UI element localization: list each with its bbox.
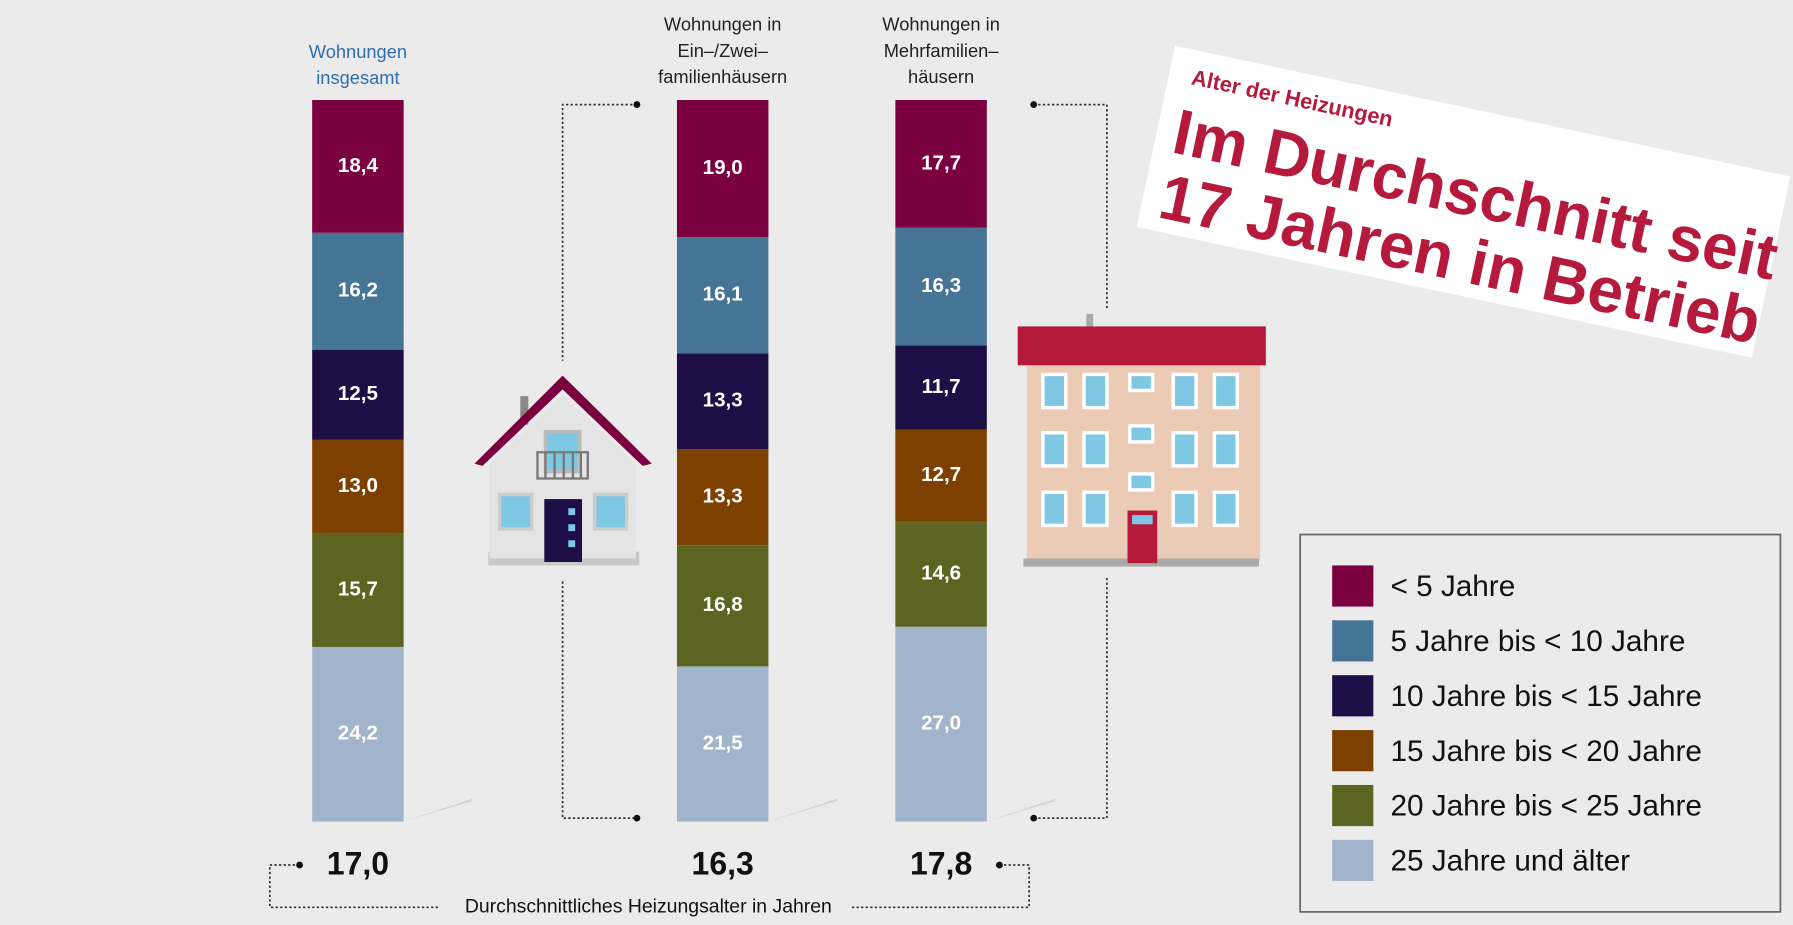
value-label: 13,3 [703,389,743,412]
value-label: 13,0 [338,474,378,497]
legend-label: 25 Jahre und älter [1390,845,1630,878]
legend-label: 15 Jahre bis < 20 Jahre [1390,735,1701,768]
average-label: Durchschnittliches Heizungsalter in Jahr… [465,895,832,917]
value-label: 19,0 [703,156,743,179]
legend-swatch [1332,730,1373,771]
value-label: 12,5 [338,382,378,405]
value-label: 16,8 [703,593,743,616]
legend-label: 10 Jahre bis < 15 Jahre [1390,680,1701,713]
value-label: 21,5 [703,731,743,754]
value-label: 13,3 [703,485,743,508]
value-label: 27,0 [921,712,961,735]
category-label: insgesamt [316,67,399,88]
category-label: Ein–/Zwei– [677,40,768,61]
value-label: 16,1 [703,283,743,306]
average-value: 17,0 [327,846,389,882]
multi-family-house [1018,314,1266,567]
value-label: 14,6 [921,562,961,585]
category-label: Wohnungen [309,41,407,62]
category-label: Mehrfamilien– [884,40,1000,61]
value-label: 16,3 [921,274,961,297]
legend-label: 20 Jahre bis < 25 Jahre [1390,790,1701,823]
legend-swatch [1332,785,1373,826]
legend-swatch [1332,840,1373,881]
category-label: häusern [908,66,974,87]
category-label: Wohnungen in [882,14,1000,35]
value-label: 16,2 [338,279,378,302]
legend-swatch [1332,675,1373,716]
average-value: 16,3 [692,846,754,882]
category-label: familienhäusern [658,66,787,87]
legend-label: < 5 Jahre [1390,570,1515,603]
legend-swatch [1332,620,1373,661]
value-label: 11,7 [922,375,961,398]
value-label: 15,7 [338,578,378,601]
category-label: Wohnungen in [664,14,782,35]
value-label: 24,2 [338,722,378,745]
legend-swatch [1332,565,1373,606]
value-label: 18,4 [338,154,379,177]
legend-label: 5 Jahre bis < 10 Jahre [1390,625,1685,658]
average-value: 17,8 [910,846,972,882]
value-label: 12,7 [921,463,961,486]
chart: Alter der Heizungen Im Durchschnitt seit… [0,0,1793,925]
value-label: 17,7 [921,151,961,174]
